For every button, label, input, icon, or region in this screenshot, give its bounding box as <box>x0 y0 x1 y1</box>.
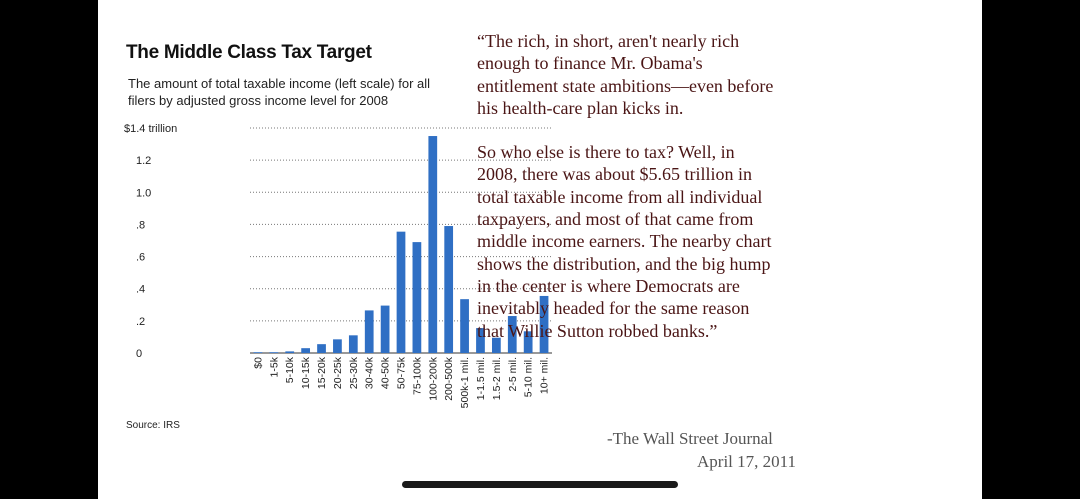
x-tick-label: 75-100k <box>411 356 423 395</box>
bar-chart: 0 .2 .4 .6 .8 1.0 1.2 $1.4 trillion $0 1-5k 5-10k 1… <box>124 123 552 408</box>
bar <box>364 310 374 353</box>
y-tick-label: 1.0 <box>136 187 151 199</box>
bar <box>396 231 406 353</box>
x-tick-label: 30-40k <box>364 356 376 389</box>
bar <box>317 344 326 353</box>
y-tick-label: .6 <box>136 252 145 264</box>
quote-text: “The rich, in short, aren't nearly rich … <box>477 30 777 342</box>
x-tick-label: 500k-1 mil. <box>459 357 471 408</box>
x-tick-label: 2-5 mil. <box>507 357 519 391</box>
y-tick-label: 1.2 <box>136 155 151 167</box>
chart-title: The Middle Class Tax Target <box>126 42 372 63</box>
bar <box>269 352 279 353</box>
x-tick-label: 15-20k <box>316 356 328 389</box>
bar <box>476 328 485 353</box>
y-tick-label: .4 <box>136 284 145 296</box>
home-indicator[interactable] <box>402 481 678 488</box>
bar <box>491 337 501 353</box>
bar <box>428 136 438 353</box>
x-tick-label: 10-15k <box>300 356 312 389</box>
bar <box>523 331 533 353</box>
x-tick-label: 5-10 mil. <box>523 357 535 397</box>
quote-paragraph-2: So who else is there to tax? Well, in 20… <box>477 142 772 341</box>
bar <box>380 305 390 353</box>
x-tick-label: 20-25k <box>332 356 344 389</box>
bar <box>253 352 263 353</box>
bar <box>460 299 469 353</box>
x-tick-label: 1-5k <box>268 356 280 377</box>
x-tick-label: 100-200k <box>427 356 439 401</box>
chart-subtitle: The amount of total taxable income (left… <box>128 76 431 108</box>
bar <box>507 316 517 353</box>
x-tick-label: 1-1.5 mil. <box>475 357 487 400</box>
y-tick-label: 0 <box>136 348 142 360</box>
x-tick-label: $0 <box>252 357 264 369</box>
bar <box>444 226 454 353</box>
x-tick-label: 10+ mil. <box>539 357 551 394</box>
attribution-source: -The Wall Street Journal <box>607 429 773 448</box>
bar <box>285 351 295 353</box>
x-tick-label: 25-30k <box>348 356 360 389</box>
bar <box>348 335 358 353</box>
bar <box>333 339 342 353</box>
y-tick-label: .2 <box>136 316 145 328</box>
x-tick-label: 1.5-2 mil. <box>491 357 503 400</box>
bar <box>412 242 422 353</box>
attribution-date: April 17, 2011 <box>697 452 797 471</box>
y-tick-label: .8 <box>136 219 145 231</box>
bar <box>301 348 311 353</box>
chart-source: Source: IRS <box>126 420 180 431</box>
x-tick-label: 40-50k <box>380 356 392 389</box>
quote-paragraph-1: “The rich, in short, aren't nearly rich … <box>477 31 774 118</box>
x-tick-label: 5-10k <box>284 356 296 383</box>
y-tick-label: $1.4 trillion <box>124 123 177 135</box>
slide-page <box>98 0 982 499</box>
x-tick-label: 200-500k <box>443 356 455 401</box>
bar <box>539 295 549 353</box>
x-tick-label: 50-75k <box>396 356 408 389</box>
